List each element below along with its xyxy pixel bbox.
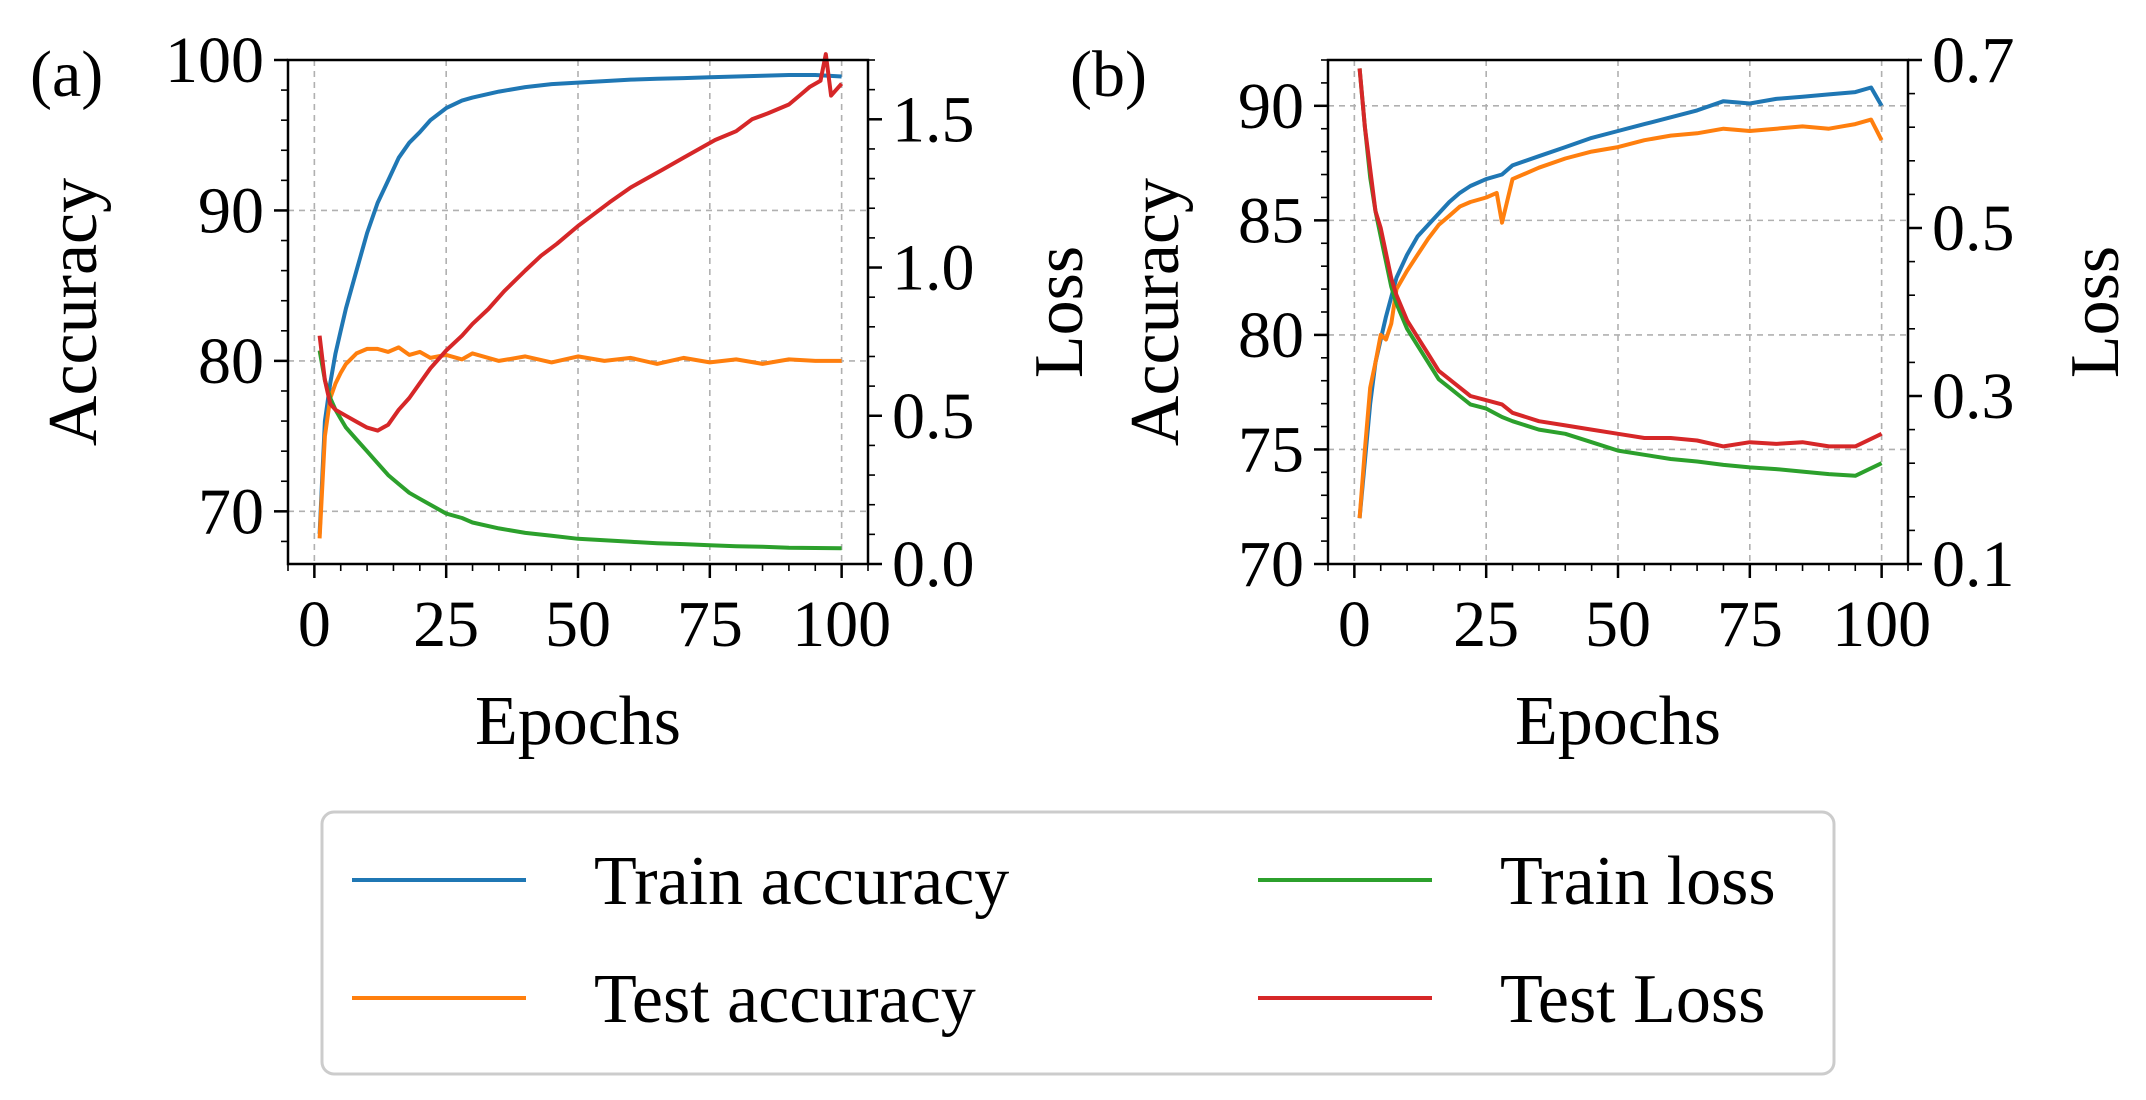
panel-b-ytick-label-85: 85 (1238, 184, 1304, 257)
panel-b-series-test-loss (1357, 68, 1883, 449)
legend: Train accuracy Train loss Test accuracy … (320, 810, 1836, 1076)
panel-a-xtick-label-0: 0 (298, 588, 331, 661)
panel-a-y2label: Loss (1021, 246, 1098, 378)
panel-a-series-train-accuracy (317, 73, 842, 534)
panel-b-xtick-label-50: 50 (1585, 588, 1651, 661)
legend-label-test-loss: Test Loss (1500, 961, 1765, 1038)
panel-a-label: (a) (30, 38, 103, 111)
panel-a-axes-frame (286, 58, 870, 566)
panel-b-series-train-accuracy (1357, 85, 1884, 519)
panel-b-ylabel: Accuracy (1117, 178, 1194, 446)
panel-b-ytick-label-90: 90 (1238, 70, 1304, 143)
panel-a-xtick-label-75: 75 (677, 588, 743, 661)
panel-a-series-train-loss (317, 350, 842, 551)
panel-b-series-test-accuracy (1357, 117, 1884, 519)
panel-a-xlabel: Epochs (475, 683, 681, 760)
panel-a-ytick-label-90: 90 (198, 174, 264, 247)
legend-frame (320, 810, 1836, 1076)
chart-panel-b: 0 25 50 75 100 70 75 80 85 90 0.1 0.3 0.5 0.7 Epochs Ac… (1070, 24, 2134, 760)
panel-b-xtick-label-100: 100 (1832, 588, 1931, 661)
panel-b-y2tick-label-0: 0.1 (1932, 528, 2015, 601)
panel-b-ytick-label-75: 75 (1238, 413, 1304, 486)
panel-a-ytick-label-80: 80 (198, 325, 264, 398)
panel-b-y2tick-label-1: 0.3 (1932, 360, 2015, 433)
panel-b-xtick-label-75: 75 (1717, 588, 1783, 661)
panel-a-ytick-label-70: 70 (198, 475, 264, 548)
panel-a-ylabel: Accuracy (35, 178, 112, 446)
legend-label-train-loss: Train loss (1500, 843, 1776, 920)
panel-b-ytick-label-80: 80 (1238, 299, 1304, 372)
panel-a-xtick-label-25: 25 (413, 588, 479, 661)
panel-b-xlabel: Epochs (1515, 683, 1721, 760)
panel-a-xtick-label-100: 100 (792, 588, 891, 661)
panel-b-y2label: Loss (2057, 246, 2134, 378)
panel-b-ytick-label-70: 70 (1238, 528, 1304, 601)
panel-a-y2tick-label-0: 0.0 (892, 528, 975, 601)
panel-a-series-test-accuracy (317, 345, 842, 539)
legend-label-test-accuracy: Test accuracy (594, 961, 976, 1038)
panel-b-y2tick-label-2: 0.5 (1932, 192, 2015, 265)
legend-label-train-accuracy: Train accuracy (594, 843, 1009, 920)
panel-a-y2tick-label-1: 0.5 (892, 380, 975, 453)
panel-a-ytick-label-100: 100 (165, 24, 264, 97)
panel-a-series-test-loss (317, 52, 844, 433)
panel-a-y2tick-label-2: 1.0 (892, 232, 975, 305)
panel-b-axes-frame (1326, 58, 1910, 566)
panel-b-y2tick-label-3: 0.7 (1932, 24, 2015, 97)
panel-b-xtick-label-0: 0 (1338, 588, 1371, 661)
panel-a-y2tick-label-3: 1.5 (892, 83, 975, 156)
panel-a-xtick-label-50: 50 (545, 588, 611, 661)
panel-b-label: (b) (1070, 38, 1147, 111)
chart-panel-a: 0 25 50 75 1007080901000.00.51.01.5EpochsAcc… (30, 24, 1098, 760)
panel-b-xtick-label-25: 25 (1453, 588, 1519, 661)
